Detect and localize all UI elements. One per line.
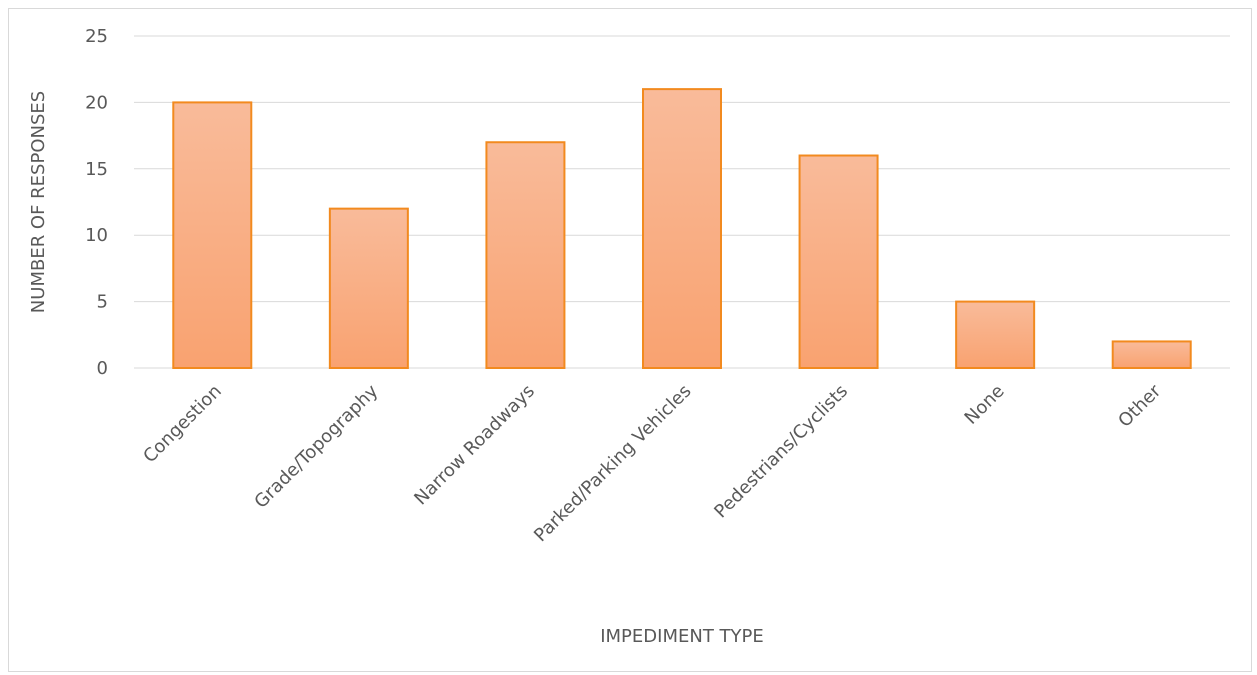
y-tick-label: 10 [85, 225, 108, 246]
bars [172, 88, 1192, 370]
y-tick-label: 5 [97, 292, 108, 313]
x-tick-label: Parked/Parking Vehicles [530, 381, 695, 546]
x-tick-label: Congestion [139, 381, 226, 468]
bar-pedestrians-cyclists [798, 154, 879, 369]
x-axis-ticks: Congestion Grade/Topography Narrow Roadway… [139, 380, 1165, 546]
x-axis-title: IMPEDIMENT TYPE [600, 626, 764, 647]
x-tick-label: Grade/Topography [250, 380, 382, 512]
y-axis-title: NUMBER OF RESPONSES [28, 91, 49, 313]
x-tick-label: None [961, 381, 1009, 429]
bar-parked-parking-vehicles [642, 88, 722, 370]
y-tick-label: 15 [85, 159, 108, 180]
y-axis-ticks: 0 5 10 15 20 25 [85, 26, 108, 379]
y-tick-label: 25 [85, 26, 108, 47]
x-tick-label: Narrow Roadways [410, 381, 539, 510]
bar-congestion [172, 101, 253, 370]
y-tick-label: 20 [85, 92, 108, 113]
bar-narrow-roadways [485, 141, 566, 369]
x-tick-label: Other [1114, 380, 1165, 431]
y-tick-label: 0 [97, 358, 108, 379]
x-tick-label: Pedestrians/Cyclists [710, 381, 852, 523]
bar-none [955, 300, 1036, 370]
bar-other [1111, 340, 1192, 370]
bar-grade-topography [328, 207, 409, 369]
